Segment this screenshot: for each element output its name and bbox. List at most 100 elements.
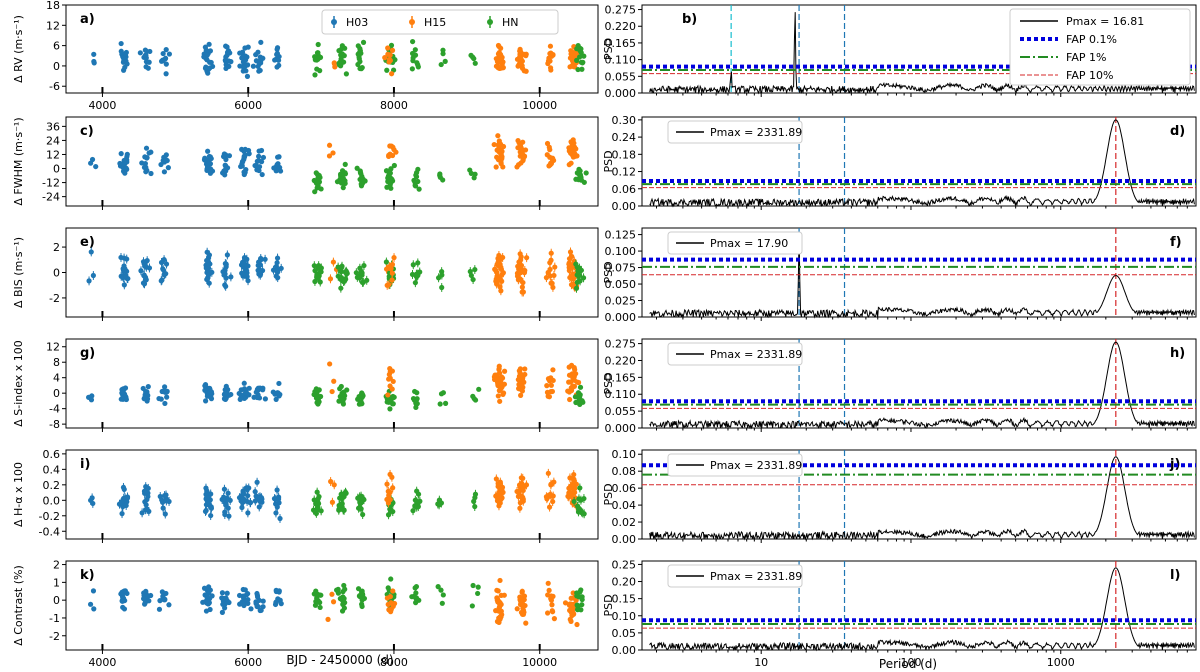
axes-frame	[65, 449, 599, 540]
data-point-H15	[517, 142, 523, 148]
data-point-H15	[385, 45, 391, 51]
legend-label: FAP 10%	[1066, 69, 1113, 82]
y-tick-label: 8	[53, 356, 60, 369]
data-point-HN	[312, 509, 319, 515]
y-tick-label: 0.055	[605, 70, 637, 83]
x-tick-label: 1000	[1047, 656, 1075, 669]
data-point-H15	[545, 60, 551, 67]
data-point-HN	[341, 391, 347, 398]
data-point-H03	[121, 588, 128, 594]
data-point-H03	[254, 394, 260, 400]
data-point-H03	[209, 593, 215, 599]
y-tick-label: 0.075	[605, 262, 637, 275]
data-point-HN	[355, 43, 361, 49]
data-point-H15	[330, 599, 337, 605]
axes-frame	[65, 560, 599, 651]
data-point-H03	[221, 270, 227, 276]
y-tick-label: 0.08	[612, 465, 637, 478]
data-point-H15	[386, 263, 392, 270]
data-point-HN	[391, 394, 397, 400]
data-point-H03	[163, 71, 169, 77]
data-point-H15	[571, 471, 577, 478]
data-point-H03	[242, 587, 248, 593]
data-point-HN	[361, 262, 367, 269]
data-point-H03	[220, 601, 226, 607]
data-point-H03	[258, 255, 264, 262]
data-point-H15	[544, 140, 551, 147]
data-point-H15	[519, 588, 525, 594]
data-point-H03	[203, 485, 209, 491]
data-point-H15	[327, 361, 333, 367]
data-point-H03	[123, 396, 129, 403]
y-tick-label: 18	[46, 0, 60, 12]
panel-i: -0.4 -0.2 0.0 0.2 0.4 0.6 Δ H-α x 100 i)	[12, 448, 599, 543]
data-point-H15	[566, 256, 573, 262]
data-point-H03	[163, 590, 169, 597]
y-tick-label: 0.06	[612, 183, 637, 196]
x-tick-label: 6000	[234, 99, 262, 112]
data-point-H03	[257, 267, 263, 274]
data-point-HN	[470, 393, 476, 399]
data-point-H03	[143, 164, 149, 170]
data-point-H03	[162, 511, 168, 517]
data-point-HN	[312, 189, 318, 195]
data-point-HN	[353, 270, 359, 276]
data-point-HN	[573, 176, 579, 182]
data-point-H03	[160, 58, 166, 64]
legend-label: FAP 1%	[1066, 51, 1106, 64]
data-point-H03	[223, 502, 229, 508]
data-point-HN	[571, 498, 577, 505]
data-point-HN	[438, 587, 444, 593]
data-point-H15	[518, 160, 524, 166]
data-point-HN	[312, 278, 318, 285]
data-point-HN	[311, 263, 317, 269]
data-point-H03	[219, 590, 226, 596]
data-point-H03	[224, 44, 230, 50]
data-point-HN	[577, 394, 583, 400]
y-axis-label: PSD	[602, 150, 615, 172]
y-tick-label: 2	[53, 241, 60, 254]
data-point-H15	[498, 159, 504, 165]
data-point-H03	[145, 485, 151, 491]
data-point-H03	[204, 593, 210, 599]
data-point-HN	[412, 47, 418, 53]
y-tick-label: 0.275	[605, 4, 637, 17]
data-point-H03	[156, 395, 162, 402]
data-point-HN	[340, 171, 346, 177]
data-point-HN	[317, 599, 323, 606]
data-point-H03	[275, 57, 282, 63]
data-point-H03	[246, 151, 252, 157]
data-point-HN	[318, 592, 324, 598]
y-axis-label: PSD	[602, 38, 615, 60]
y-tick-label: -0.2	[39, 510, 60, 523]
panel-f: 0.000 0.025 0.050 0.075 0.100 0.125 PSD f) Pmax …	[602, 227, 1197, 324]
data-point-H15	[545, 470, 551, 476]
data-point-HN	[438, 391, 445, 397]
data-point-HN	[357, 65, 363, 72]
data-point-HN	[580, 275, 587, 281]
data-point-H03	[143, 277, 149, 283]
data-point-H03	[208, 166, 214, 172]
data-point-H03	[207, 65, 213, 71]
axes-frame	[641, 560, 1197, 651]
data-point-HN	[414, 401, 420, 407]
data-point-H03	[241, 595, 247, 601]
y-axis-label: PSD	[602, 594, 615, 616]
data-point-HN	[359, 597, 365, 603]
data-point-HN	[339, 180, 345, 186]
y-tick-label: -4	[49, 403, 60, 416]
y-tick-label: 0.02	[612, 516, 637, 529]
data-point-H15	[523, 51, 529, 57]
data-point-H03	[260, 385, 266, 391]
data-point-H15	[495, 588, 501, 594]
data-point-H03	[166, 51, 173, 57]
data-point-HN	[360, 39, 367, 45]
data-point-H03	[262, 256, 268, 262]
data-point-H03	[226, 513, 232, 519]
data-point-HN	[410, 395, 417, 402]
y-tick-label: 12	[46, 341, 60, 354]
data-point-HN	[413, 600, 419, 606]
data-point-HN	[334, 179, 341, 185]
data-point-H15	[389, 277, 395, 283]
